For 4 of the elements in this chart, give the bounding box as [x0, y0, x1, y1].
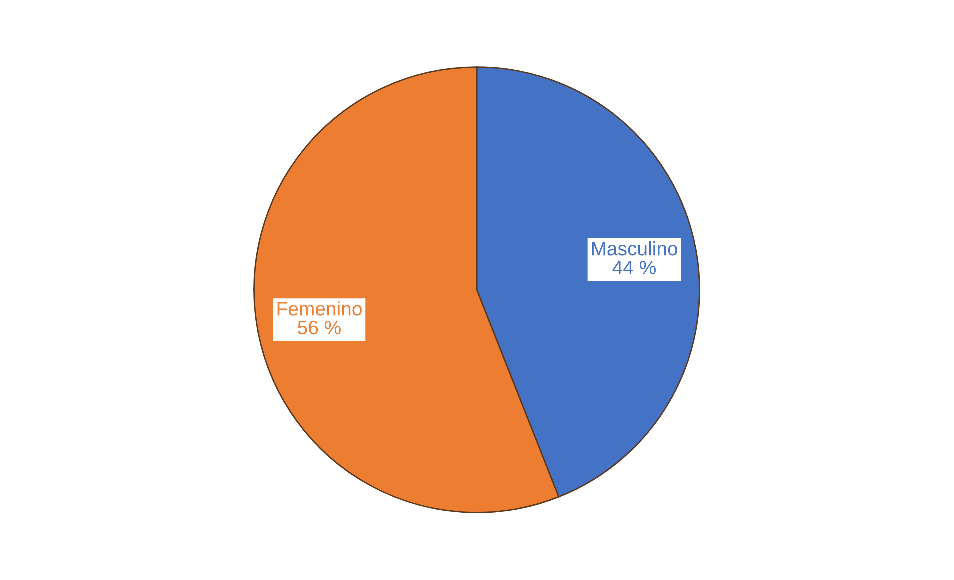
slice-label: Masculino — [592, 241, 678, 256]
slice-label: Femenino — [278, 302, 362, 316]
data-label: 56 % — [298, 320, 341, 335]
data-label: 44 % — [612, 260, 656, 275]
